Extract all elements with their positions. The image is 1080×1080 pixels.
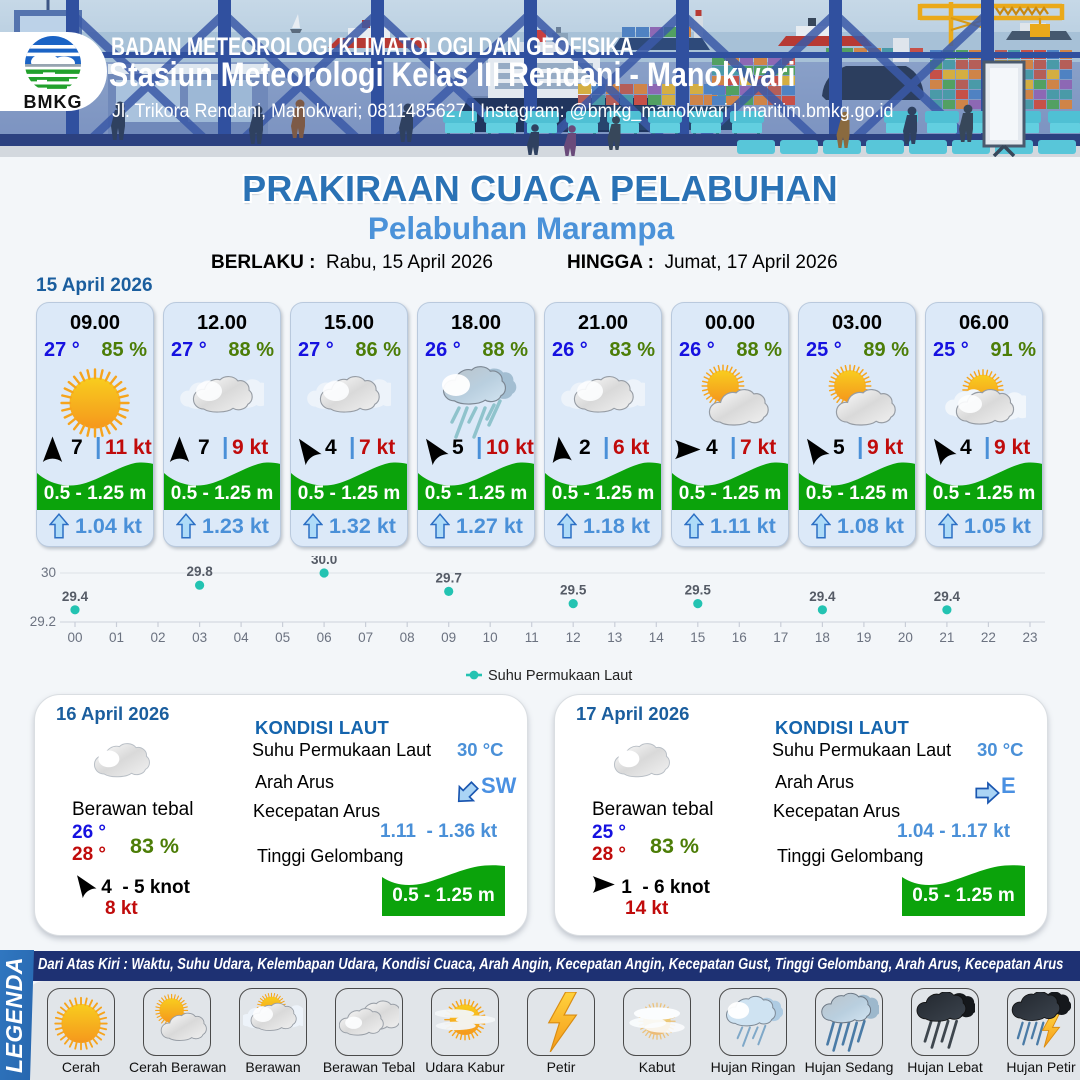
svg-text:12: 12 [566,630,581,645]
svg-text:29.7: 29.7 [436,570,462,585]
svg-text:06: 06 [317,630,332,645]
svg-text:23: 23 [1022,630,1037,645]
svg-text:10: 10 [483,630,498,645]
svg-text:01: 01 [109,630,124,645]
svg-text:29.4: 29.4 [934,589,961,604]
svg-text:15: 15 [690,630,705,645]
svg-text:02: 02 [150,630,165,645]
svg-text:18: 18 [815,630,830,645]
svg-text:00: 00 [67,630,82,645]
svg-text:07: 07 [358,630,373,645]
svg-text:11: 11 [525,630,539,645]
svg-text:03: 03 [192,630,207,645]
svg-text:30: 30 [41,565,56,580]
svg-text:14: 14 [649,630,665,645]
svg-text:29.2: 29.2 [30,614,56,629]
svg-text:13: 13 [607,630,622,645]
svg-text:19: 19 [856,630,871,645]
svg-text:29.4: 29.4 [62,589,89,604]
svg-text:20: 20 [898,630,913,645]
svg-text:Suhu Permukaan Laut: Suhu Permukaan Laut [488,668,632,684]
svg-text:29.5: 29.5 [560,583,587,598]
svg-text:17: 17 [773,630,788,645]
svg-text:05: 05 [275,630,290,645]
svg-text:22: 22 [981,630,996,645]
svg-text:09: 09 [441,630,456,645]
svg-text:29.5: 29.5 [685,583,712,598]
svg-text:16: 16 [732,630,747,645]
svg-text:30.0: 30.0 [311,556,337,567]
svg-text:BMKG: BMKG [24,92,83,110]
svg-text:08: 08 [400,630,415,645]
svg-text:21: 21 [939,630,954,645]
svg-text:29.4: 29.4 [809,589,836,604]
svg-text:04: 04 [234,630,250,645]
svg-text:29.8: 29.8 [186,564,213,579]
